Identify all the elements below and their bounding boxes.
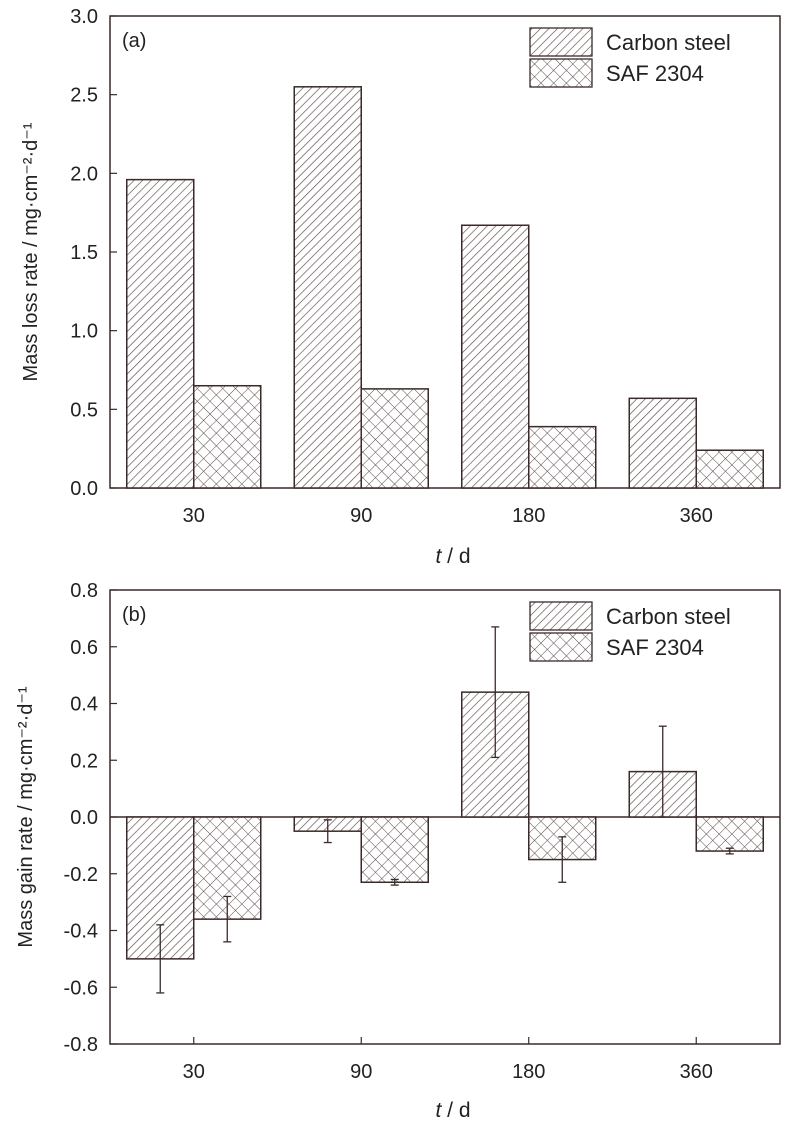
bar-carbon-steel-90 [293,86,362,489]
x-tick-label: 30 [183,1061,205,1083]
legend-label: SAF 2304 [606,61,704,86]
panel-label: (a) [122,30,146,52]
chart-panel-a: 0.0 0.5 1.0 1.5 2.0 2.5 3.0 30 90 180 360 (a) Carbon… [20,6,781,568]
bar-saf-2304-360 [695,449,764,489]
x-axis-label: t / d [435,545,470,568]
bar-saf-2304-90 [360,816,429,884]
y-tick-label: 1.0 [70,321,98,343]
x-tick-label: 30 [183,505,205,527]
y-tick-label: 3.0 [70,6,98,28]
y-tick-label: 0.2 [70,750,98,772]
y-tick-label: -0.6 [64,977,98,999]
y-tick-label: -0.8 [64,1034,98,1056]
bar-saf-2304-180 [528,425,597,489]
x-tick-label: 180 [512,505,545,527]
panel-label: (b) [122,604,146,626]
bar-saf-2304-90 [360,388,429,489]
y-tick-label: 2.0 [70,163,98,185]
bar-carbon-steel-30 [126,178,195,489]
legend-swatch [529,58,593,88]
x-tick-label: 360 [680,505,713,527]
y-tick-label: -0.4 [64,921,98,943]
x-tick-label: 360 [680,1061,713,1083]
chart-panel-b: -0.8 -0.6 -0.4 -0.2 0.0 0.2 0.4 0.6 0.8 30 90 180 36… [15,580,781,1122]
y-tick-label: 0.5 [70,399,98,421]
y-tick-label: 0.0 [70,478,98,500]
x-tick-label: 180 [512,1061,545,1083]
bar-saf-2304-30 [193,384,262,489]
y-axis-label: Mass loss rate / mg·cm⁻²·d⁻¹ [20,122,42,381]
y-axis-label: Mass gain rate / mg·cm⁻²·d⁻¹ [15,686,37,948]
legend-label: Carbon steel [606,604,731,629]
x-tick-label: 90 [350,1061,372,1083]
bar-carbon-steel-360 [628,397,697,489]
x-tick-label: 90 [350,505,372,527]
y-tick-label: 0.8 [70,580,98,602]
y-tick-label: 2.5 [70,85,98,107]
x-axis-label: t / d [435,1099,470,1122]
y-tick-label: -0.2 [64,864,98,886]
y-tick-label: 0.4 [70,694,98,716]
legend-swatch [529,27,593,57]
legend-label: Carbon steel [606,30,731,55]
legend-swatch [529,601,593,631]
y-tick-label: 1.5 [70,242,98,264]
y-tick-label: 0.6 [70,637,98,659]
y-tick-label: 0.0 [70,807,98,829]
bar-saf-2304-360 [695,816,764,852]
bar-carbon-steel-180 [461,224,530,489]
legend-swatch [529,632,593,662]
legend-label: SAF 2304 [606,635,704,660]
